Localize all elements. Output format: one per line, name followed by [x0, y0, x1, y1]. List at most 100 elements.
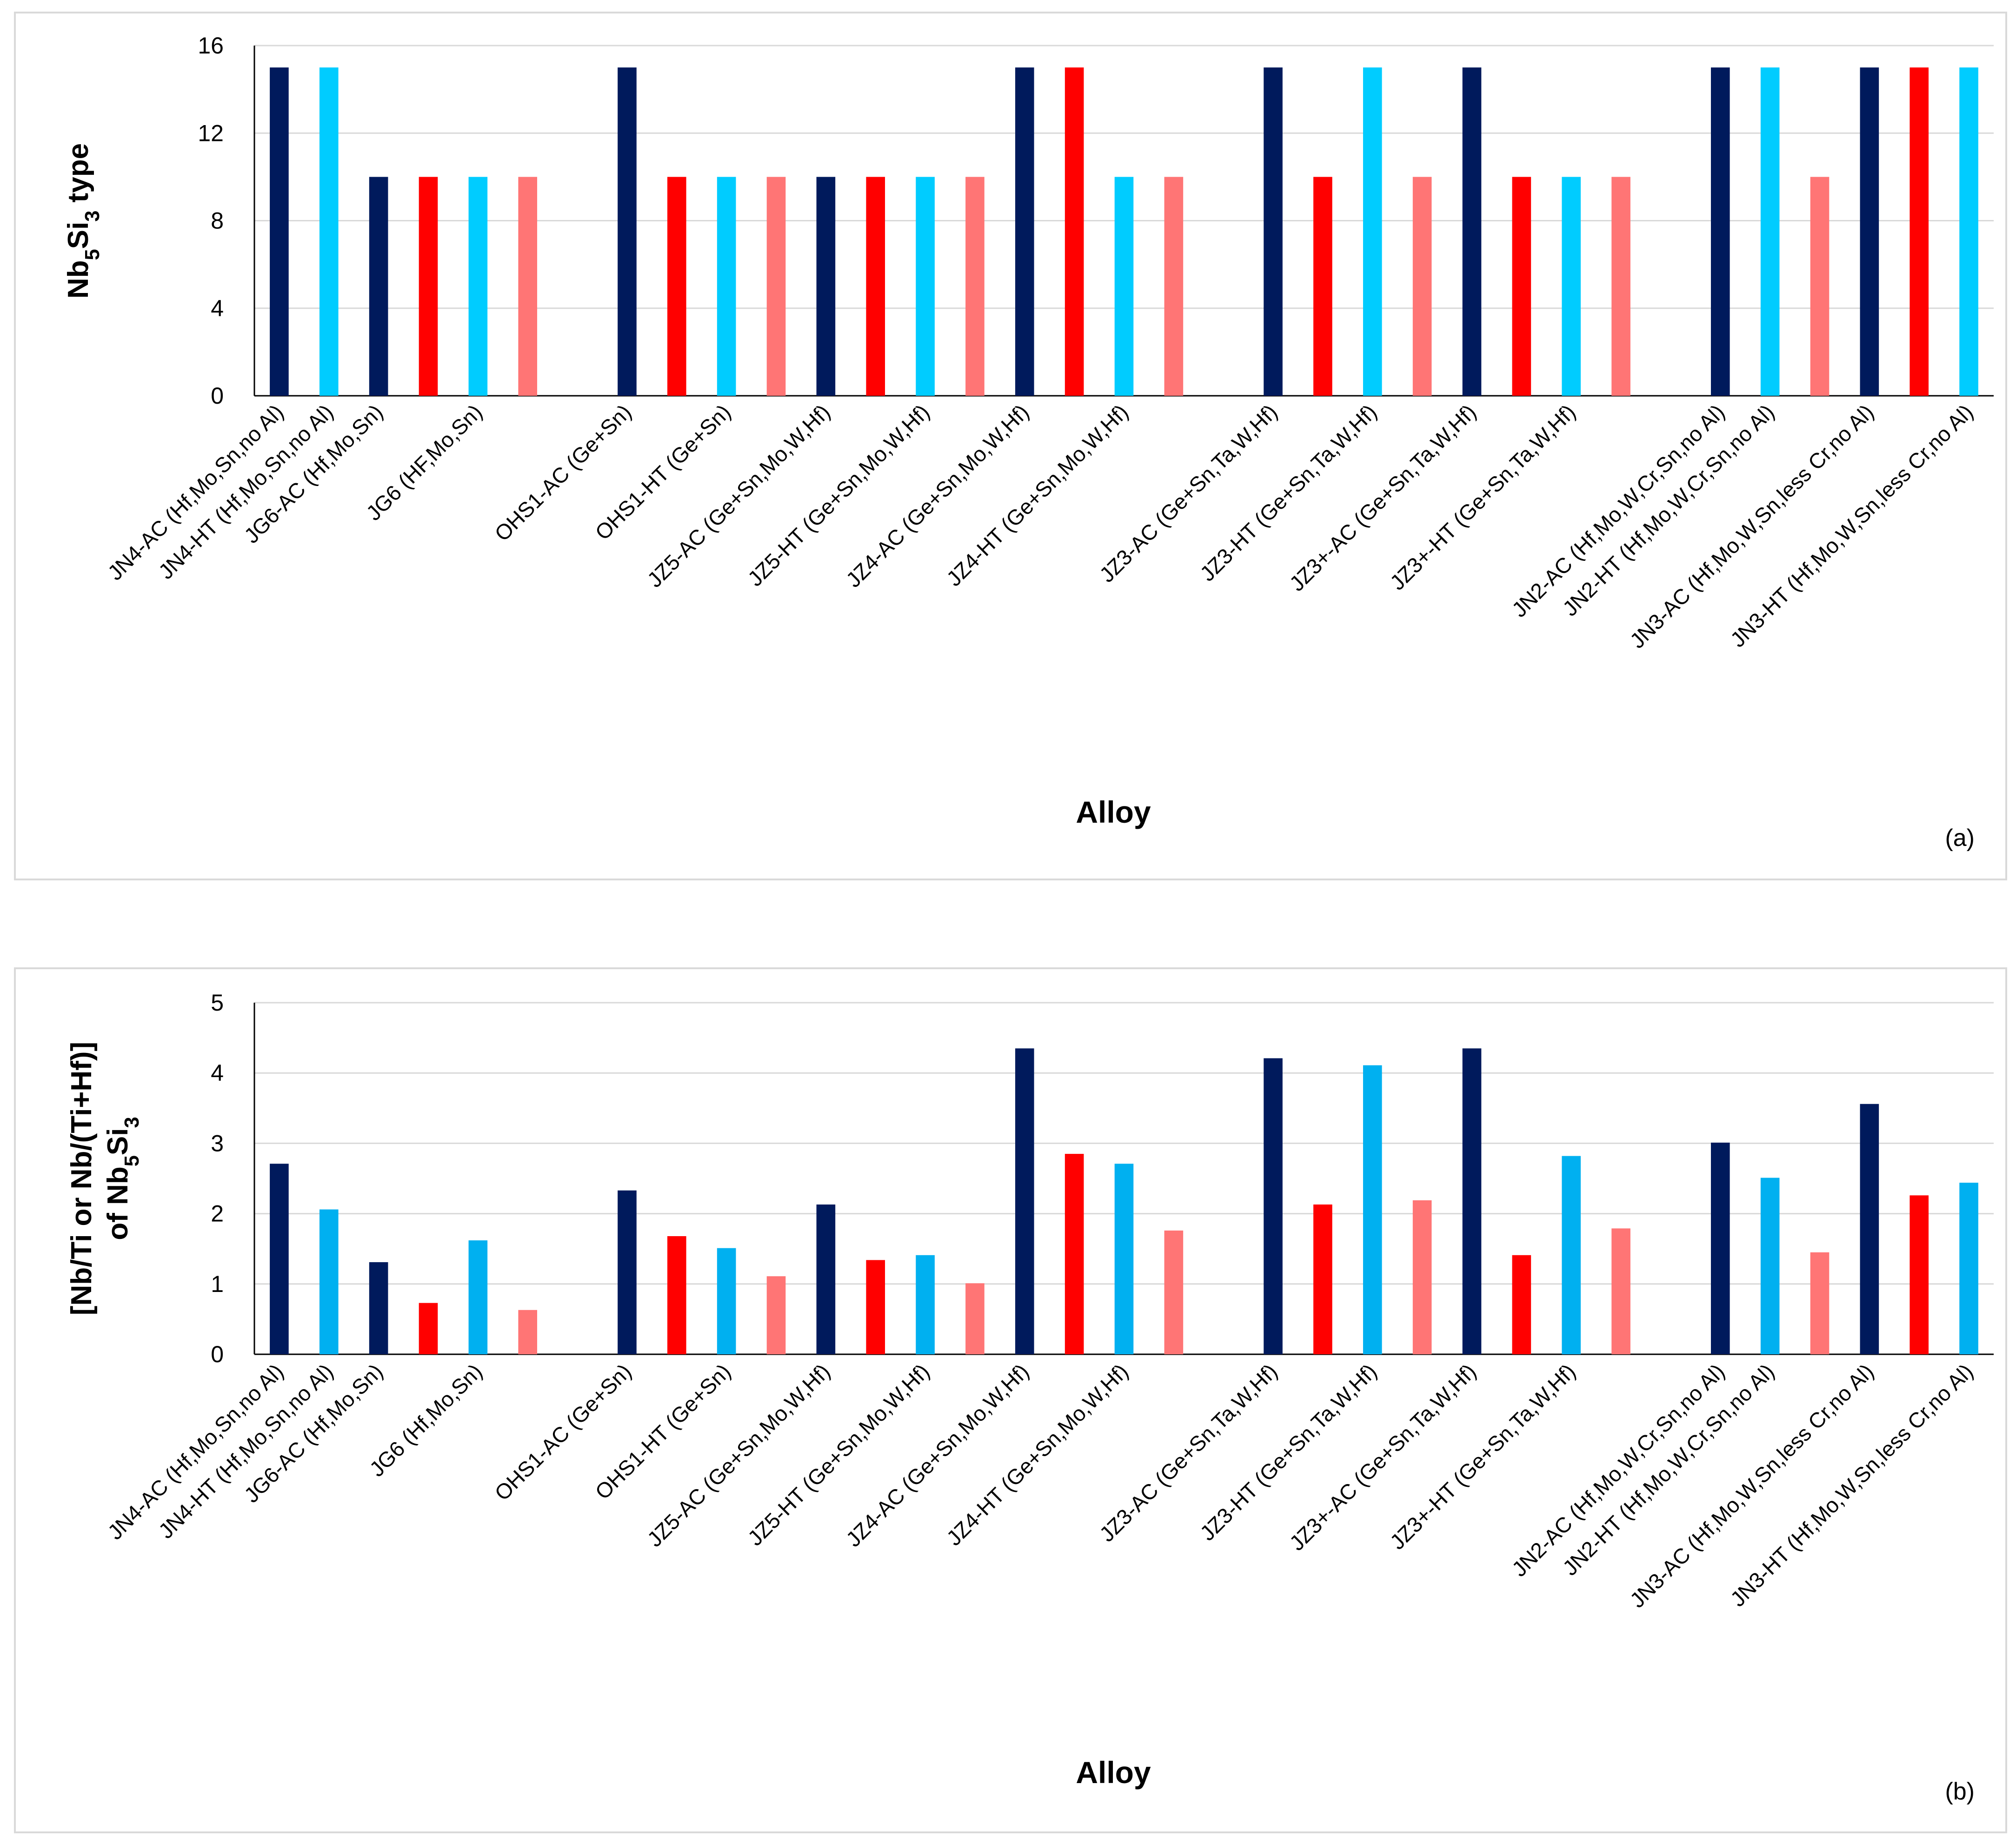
x-tick-label: JZ3-HT (Ge+Sn,Ta,W,Hf)	[1195, 399, 1381, 586]
bar	[866, 177, 885, 396]
bar	[1164, 177, 1184, 396]
y-tick-label: 16	[198, 33, 224, 59]
y-axis-title: of Nb5Si3	[102, 1117, 143, 1240]
bar	[1810, 177, 1830, 396]
bar	[319, 1209, 339, 1354]
bar	[916, 1255, 935, 1354]
y-tick-label: 12	[198, 120, 224, 146]
bar	[816, 177, 836, 396]
bar	[1313, 177, 1332, 396]
bar	[667, 1236, 686, 1354]
panel-label: (a)	[1945, 825, 1975, 852]
chart-panel-b: 0 1 2 3 4 5 JN4-AC (Hf,Mo,Sn,no Al) JN4-HT (Hf,…	[14, 967, 2007, 1833]
bar	[1363, 67, 1382, 396]
bar	[369, 177, 388, 396]
bar	[1114, 1164, 1134, 1354]
bar	[1760, 67, 1780, 396]
bar	[1710, 67, 1730, 396]
bar	[1462, 67, 1482, 396]
x-tick-label: JZ4-AC (Ge+Sn,Mo,W,Hf)	[841, 1359, 1034, 1551]
x-tick-label: JN2-HT (Hf,Mo,W,Cr,Sn,no Al)	[1558, 1359, 1779, 1580]
x-tick-label: JZ3+-AC (Ge+Sn,Ta,W,Hf)	[1284, 399, 1481, 596]
bar	[1611, 1228, 1630, 1354]
x-axis-title: Alloy	[1076, 795, 1151, 829]
bar	[1760, 1178, 1780, 1354]
y-tick-label: 3	[211, 1130, 224, 1156]
bar	[1959, 67, 1978, 396]
bar	[1065, 67, 1084, 396]
bar	[1412, 1200, 1432, 1354]
bar	[468, 1240, 488, 1354]
y-tick-label: 4	[211, 295, 224, 321]
y-tick-label: 0	[211, 383, 224, 409]
bar	[618, 67, 637, 396]
x-tick-label: JZ3+-AC (Ge+Sn,Ta,W,Hf)	[1284, 1359, 1481, 1555]
bar	[1710, 1142, 1730, 1354]
bar	[1910, 1195, 1929, 1354]
bar	[270, 1164, 289, 1354]
y-tick-label: 4	[211, 1060, 224, 1086]
bar	[965, 1283, 985, 1354]
bar	[1065, 1154, 1084, 1354]
bar	[1164, 1230, 1184, 1354]
bar	[1512, 1255, 1531, 1354]
bar	[1910, 67, 1929, 396]
y-tick-label: 0	[211, 1341, 224, 1367]
bar	[419, 177, 438, 396]
bar	[1611, 177, 1630, 396]
bar	[1015, 67, 1034, 396]
bar	[518, 1310, 538, 1354]
y-tick-label: 2	[211, 1201, 224, 1227]
bar	[1860, 1104, 1879, 1354]
bar	[1860, 67, 1879, 396]
bar	[1114, 177, 1134, 396]
bar	[866, 1260, 885, 1354]
x-tick-label: JZ5-HT (Ge+Sn,Mo,W,Hf)	[743, 399, 934, 591]
bar	[1512, 177, 1531, 396]
bar	[1015, 1048, 1034, 1354]
y-axis-title: [Nb/Ti or Nb/(Ti+Hf)]	[66, 1042, 98, 1315]
bar	[1562, 1156, 1581, 1354]
bar	[766, 1276, 786, 1354]
bar	[717, 1248, 736, 1354]
panel-label: (b)	[1945, 1778, 1975, 1805]
bar	[369, 1262, 388, 1354]
bar	[1264, 1058, 1283, 1354]
bar	[916, 177, 935, 396]
bar	[419, 1303, 438, 1354]
bar	[766, 177, 786, 396]
y-axis-title: Nb5Si3 type	[62, 143, 104, 299]
bar	[1412, 177, 1432, 396]
y-tick-label: 8	[211, 208, 224, 234]
bar	[1363, 1065, 1382, 1354]
bar	[1959, 1183, 1978, 1354]
bar	[270, 67, 289, 396]
x-axis-title: Alloy	[1076, 1755, 1151, 1790]
x-tick-label: JZ3-HT (Ge+Sn,Ta,W,Hf)	[1195, 1359, 1381, 1545]
x-tick-label: JZ4-AC (Ge+Sn,Mo,W,Hf)	[841, 399, 1034, 592]
bar	[717, 177, 736, 396]
bar	[468, 177, 488, 396]
bar	[518, 177, 538, 396]
x-tick-label: JZ3-AC (Ge+Sn,Ta,W,Hf)	[1095, 1359, 1282, 1546]
bar	[816, 1204, 836, 1354]
bar	[319, 67, 339, 396]
y-tick-label: 1	[211, 1271, 224, 1297]
x-tick-label: JZ3-AC (Ge+Sn,Ta,W,Hf)	[1095, 399, 1282, 587]
bar	[1313, 1204, 1332, 1354]
bar	[667, 177, 686, 396]
bar	[1810, 1252, 1830, 1354]
x-tick-label: JZ5-HT (Ge+Sn,Mo,W,Hf)	[743, 1359, 934, 1550]
x-tick-label: JZ5-AC (Ge+Sn,Mo,W,Hf)	[642, 1359, 835, 1551]
bar	[1264, 67, 1283, 396]
bar	[1562, 177, 1581, 396]
x-tick-label: JZ5-AC (Ge+Sn,Mo,W,Hf)	[642, 399, 835, 592]
bar	[965, 177, 985, 396]
bar	[1462, 1048, 1482, 1354]
x-tick-label: JN2-HT (Hf,Mo,W,Cr,Sn,no Al)	[1558, 399, 1779, 620]
chart-panel-a: 0 4 8 12 16 JN4-AC (Hf,Mo,Sn,no Al) JN4-HT (Hf…	[14, 12, 2007, 880]
y-tick-label: 5	[211, 990, 224, 1016]
bar	[618, 1190, 637, 1354]
